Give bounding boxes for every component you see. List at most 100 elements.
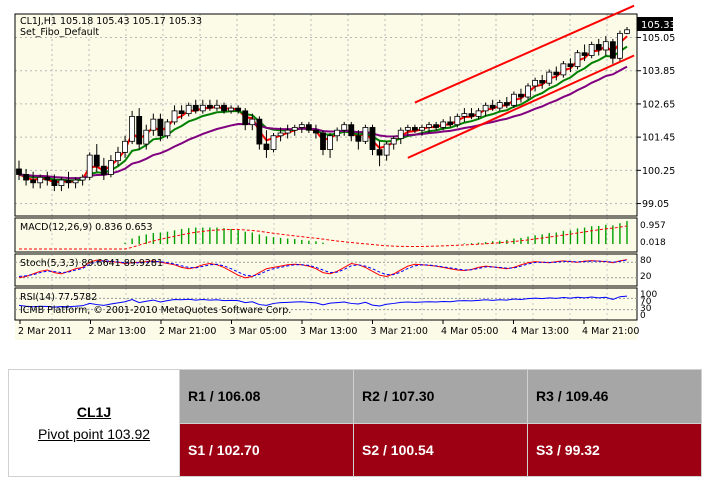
candle-body (461, 113, 468, 117)
candle-body (164, 121, 171, 137)
candle-body (171, 110, 178, 123)
trading-chart: 105.33 105.05 103.85 102.65 101.45 100.25 99.… (14, 4, 676, 340)
candle-body (447, 121, 454, 126)
candle-body (546, 71, 553, 84)
candle-body (553, 71, 560, 76)
macd-panel-frame (14, 217, 638, 253)
candle-body (122, 140, 128, 153)
candle-body (150, 118, 157, 131)
pivot-symbol: CL1J (76, 404, 112, 420)
stoch-series-line (18, 259, 628, 279)
trend-channel (407, 4, 635, 159)
time-tick-label: 3 Mar 21:00 (371, 326, 428, 337)
candle-body (397, 129, 404, 139)
candle-body (30, 179, 37, 184)
chart-canvas (15, 14, 637, 340)
indicator-header: Set_Fibo_Default (20, 27, 99, 38)
candle-body (532, 80, 538, 87)
candle-body (228, 107, 234, 112)
support-1: S1 / 102.70 (179, 422, 354, 477)
candle-body (362, 127, 369, 142)
support-3: S3 / 99.32 (527, 422, 702, 477)
candle-body (426, 124, 432, 128)
rsi-tick-0: 0 (640, 311, 646, 321)
candle-body (185, 104, 192, 115)
candle-body (72, 179, 79, 184)
rsi-tick-30: 30 (640, 304, 652, 314)
stochastic-lines (15, 259, 637, 279)
price-axis: 105.05 103.85 102.65 101.45 100.25 99.05 (637, 33, 675, 210)
resistance-2: R2 / 107.30 (353, 369, 528, 424)
candle-body (617, 32, 623, 59)
candle-body (496, 102, 503, 109)
candle-body (624, 29, 630, 34)
price-tick-label: 100.25 (642, 166, 675, 177)
macd-label: MACD(12,26,9) 0.836 0.653 (20, 222, 153, 233)
candle-body (518, 93, 524, 98)
time-tick-label: 2 Mar 21:00 (159, 326, 216, 337)
candle-body (298, 124, 305, 128)
candle-body (595, 44, 602, 51)
candle-body (433, 124, 440, 128)
candle-body (214, 104, 220, 109)
candle-body (284, 129, 291, 134)
macd-tick-top: 0.957 (640, 221, 666, 231)
candle-body (86, 154, 93, 178)
candle-body (419, 127, 425, 131)
candle-body (334, 129, 341, 137)
candle-body (242, 110, 249, 126)
candle-body (313, 129, 319, 134)
rsi-series-line (18, 295, 628, 308)
candle-body (581, 52, 588, 56)
pivot-symbol-cell: CL1J Pivot point 103.92 (8, 369, 180, 477)
candle-body (291, 127, 298, 131)
rsi-tick-70: 70 (640, 297, 652, 307)
candle-body (192, 104, 199, 112)
candle-body (249, 118, 256, 126)
price-panel-frame (14, 13, 638, 217)
candle-body (178, 110, 185, 115)
candle-body (108, 160, 114, 175)
time-tick-label: 2 Mar 2011 (18, 326, 72, 337)
resistance-3: R3 / 109.46 (527, 369, 702, 424)
candle-body (489, 104, 496, 109)
price-tick-label: 102.65 (642, 99, 675, 110)
candle-body (369, 127, 376, 150)
indicator-grid (51, 218, 608, 320)
candle-body (206, 104, 213, 109)
candle-body (355, 135, 362, 142)
candle-body (602, 41, 609, 51)
candle-body (93, 154, 100, 167)
pivot-point-value: Pivot point 103.92 (37, 426, 151, 442)
current-price-box (637, 17, 673, 31)
candle-body (482, 104, 489, 112)
candle-body (51, 179, 58, 186)
candle-body (539, 80, 546, 84)
candle-body (341, 124, 348, 131)
candle-body (65, 179, 72, 184)
candle-body (376, 149, 383, 156)
price-tick-label: 101.45 (642, 133, 675, 144)
macd-tick-bottom: 0.018 (640, 238, 666, 248)
time-tick-label: 3 Mar 13:00 (300, 326, 357, 337)
candle-body (574, 52, 581, 67)
price-grid (15, 14, 637, 216)
candle-body (567, 63, 574, 67)
time-tick-label: 3 Mar 05:00 (230, 326, 287, 337)
candle-body (510, 93, 517, 106)
candle-body (100, 165, 107, 175)
price-tick-label: 105.05 (642, 33, 675, 44)
stoch-series-line (18, 259, 628, 277)
candle-body (475, 110, 482, 117)
candlesticks (16, 27, 630, 192)
candle-body (44, 176, 51, 181)
candle-body (136, 115, 143, 145)
candle-body (468, 113, 475, 117)
pivot-points-table: CL1J Pivot point 103.92 R1 / 106.08 R2 /… (8, 369, 702, 477)
price-tick-label: 99.05 (642, 199, 669, 210)
stoch-panel-frame (14, 253, 638, 287)
macd-signal-line (19, 225, 628, 250)
candle-body (412, 127, 418, 131)
candle-body (235, 107, 242, 112)
candle-body (525, 85, 531, 98)
